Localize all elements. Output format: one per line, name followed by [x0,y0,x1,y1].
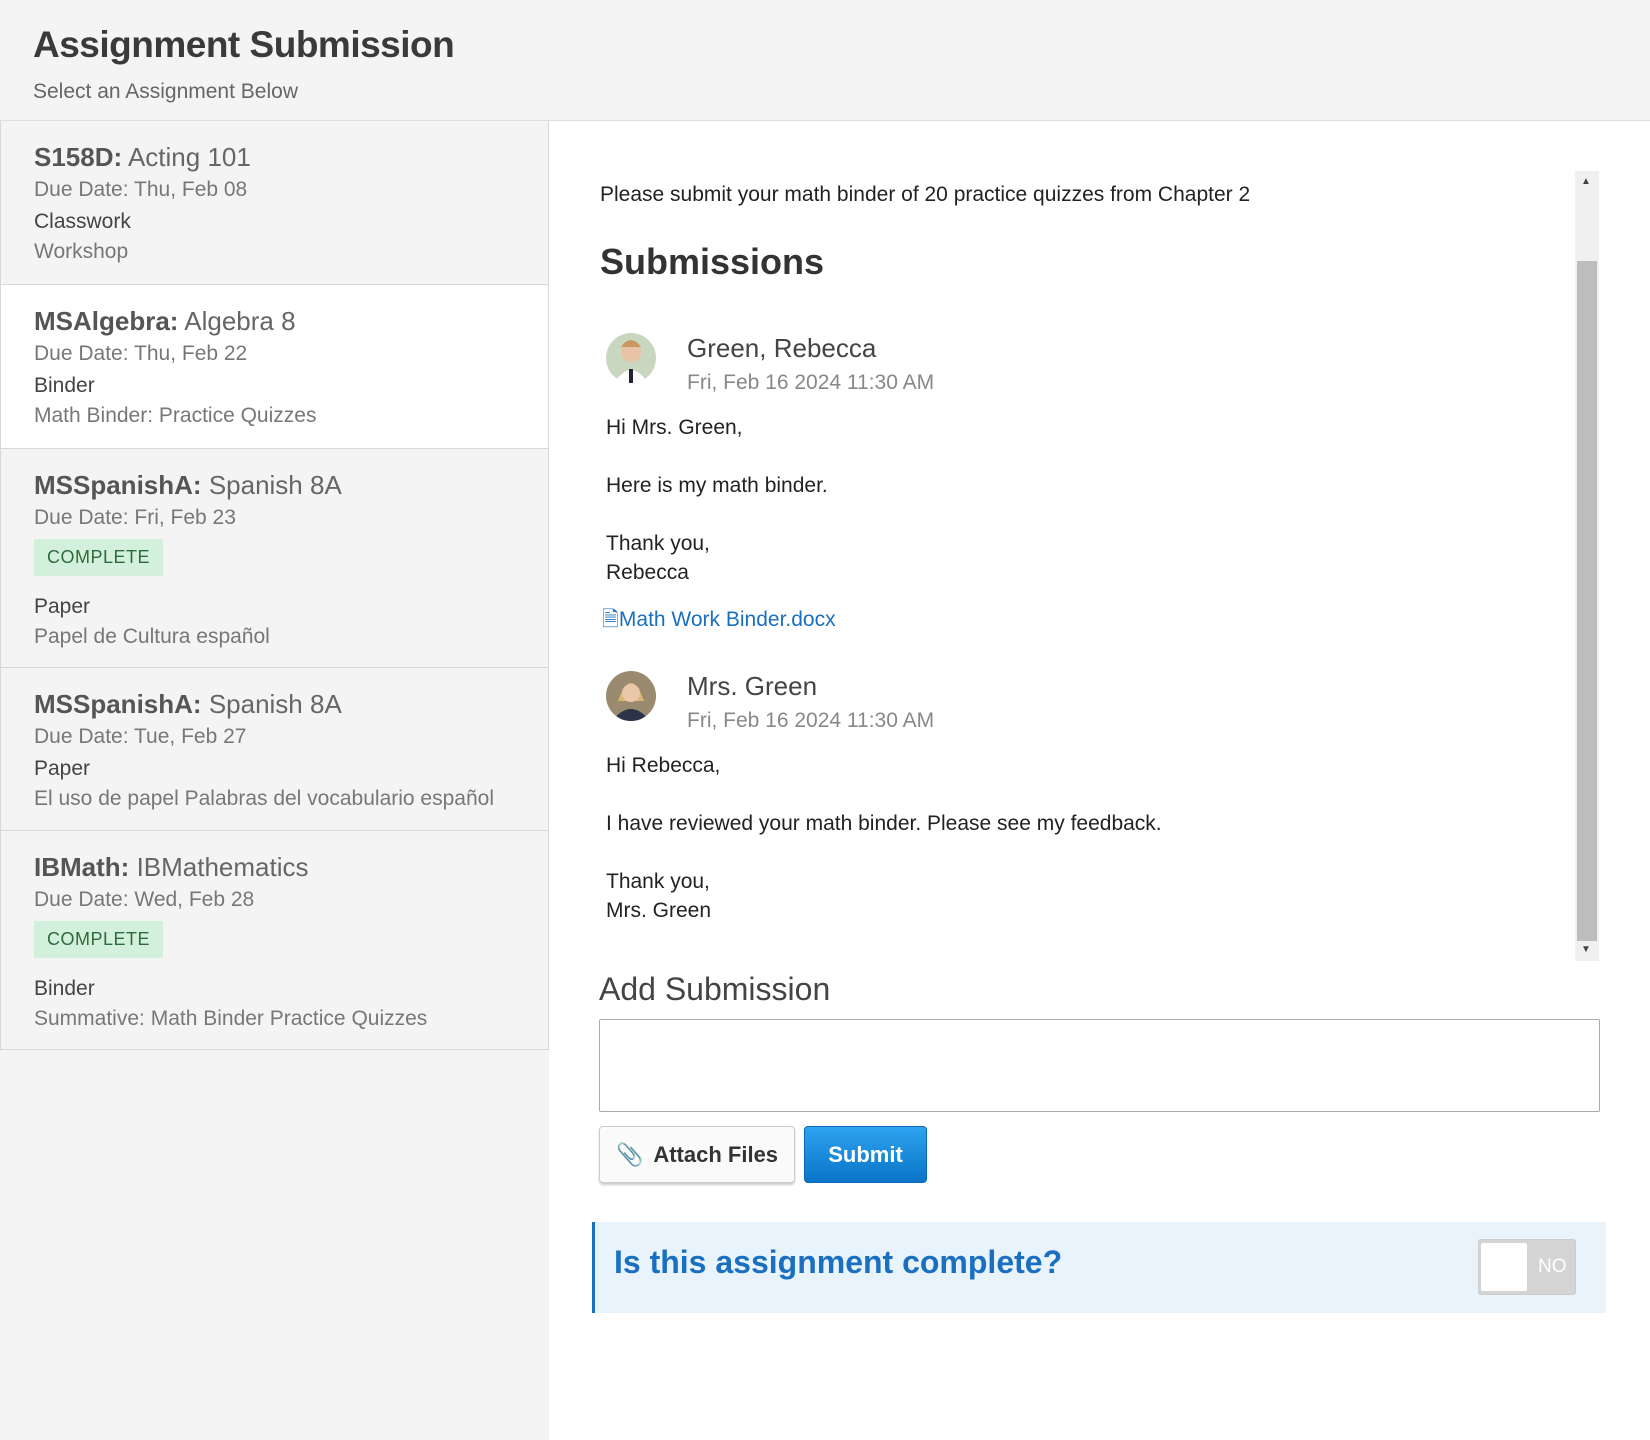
assignment-desc: Summative: Math Binder Practice Quizzes [34,1007,428,1030]
message-line: Rebecca [606,561,689,584]
course-name: Spanish 8A [208,470,342,500]
due-date: Due Date: Thu, Feb 22 [34,342,248,365]
avatar [606,333,656,383]
page-subtitle: Select an Assignment Below [33,80,298,103]
course-name: Algebra 8 [184,306,296,336]
scrollbar-thumb[interactable] [1577,261,1597,941]
toggle-label: NO [1538,1256,1567,1277]
message-body: Hi Mrs. Green, Here is my math binder. T… [606,413,828,587]
assignment-detail: Please submit your math binder of 20 pra… [549,121,1650,1440]
course-code: IBMath: [34,852,130,882]
due-date: Due Date: Tue, Feb 27 [34,725,247,748]
message-line: Hi Rebecca, [606,754,721,777]
attachment-name: Math Work Binder.docx [618,608,836,631]
due-date: Due Date: Fri, Feb 23 [34,506,236,529]
submit-button[interactable]: Submit [804,1126,927,1183]
submissions-scroll-area[interactable]: Please submit your math binder of 20 pra… [600,171,1575,961]
complete-toggle[interactable]: NO [1478,1239,1576,1295]
toggle-knob [1481,1243,1527,1291]
message-line: I have reviewed your math binder. Please… [606,812,1162,835]
completion-question: Is this assignment complete? [614,1244,1063,1280]
message-line: Mrs. Green [606,899,712,922]
assignment-list: S158D: Acting 101 Due Date: Thu, Feb 08 … [0,121,549,1440]
scrollbar[interactable]: ▲ ▼ [1575,171,1599,961]
attach-files-label: Attach Files [653,1141,779,1167]
author-name: Mrs. Green [687,671,818,701]
assignment-desc: El uso de papel Palabras del vocabulario… [34,787,494,810]
assignment-item[interactable]: MSSpanishA: Spanish 8A Due Date: Tue, Fe… [0,668,549,831]
course-name: IBMathematics [136,852,309,882]
assignment-item[interactable]: S158D: Acting 101 Due Date: Thu, Feb 08 … [0,121,549,285]
course-code: S158D: [34,142,123,172]
paperclip-icon: 📎 [615,1141,644,1167]
course-code: MSSpanishA: [34,470,202,500]
assignment-item-selected[interactable]: MSAlgebra: Algebra 8 Due Date: Thu, Feb … [0,285,549,449]
assignment-type: Binder [34,374,95,397]
attachment-link[interactable]: 🗎Math Work Binder.docx [602,605,836,640]
assignment-type: Binder [34,977,95,1000]
completion-panel: Is this assignment complete? NO [592,1222,1606,1313]
assignment-item[interactable]: MSSpanishA: Spanish 8A Due Date: Fri, Fe… [0,449,549,668]
page-title: Assignment Submission [33,24,455,65]
assignment-desc: Workshop [34,240,129,263]
message-body: Hi Rebecca, I have reviewed your math bi… [606,751,1162,925]
due-date: Due Date: Thu, Feb 08 [34,178,248,201]
assignment-type: Paper [34,757,91,780]
message-line: Thank you, [606,532,710,555]
due-date: Due Date: Wed, Feb 28 [34,888,255,911]
course-code: MSAlgebra: [34,306,179,336]
assignment-desc: Papel de Cultura español [34,625,270,648]
avatar [606,671,656,721]
submissions-heading: Submissions [600,241,825,282]
course-name: Acting 101 [127,142,251,172]
author-name: Green, Rebecca [687,333,877,363]
message-line: Thank you, [606,870,710,893]
assignment-item[interactable]: IBMath: IBMathematics Due Date: Wed, Feb… [0,831,549,1050]
timestamp: Fri, Feb 16 2024 11:30 AM [687,371,935,394]
course-code: MSSpanishA: [34,689,202,719]
scroll-up-arrow-icon[interactable]: ▲ [1581,176,1591,187]
document-icon: 🗎 [602,608,619,631]
assignment-type: Classwork [34,210,131,233]
complete-badge: COMPLETE [34,921,164,958]
assignment-instructions: Please submit your math binder of 20 pra… [600,183,1251,206]
attach-files-button[interactable]: 📎 Attach Files [599,1126,795,1183]
message-line: Hi Mrs. Green, [606,416,743,439]
message-line: Here is my math binder. [606,474,828,497]
course-name: Spanish 8A [208,689,342,719]
assignment-type: Paper [34,595,91,618]
complete-badge: COMPLETE [34,539,164,576]
assignment-desc: Math Binder: Practice Quizzes [34,404,317,427]
timestamp: Fri, Feb 16 2024 11:30 AM [687,709,935,732]
page-header: Assignment Submission Select an Assignme… [0,0,1650,121]
add-submission-heading: Add Submission [599,971,831,1007]
submission-textarea[interactable] [599,1019,1600,1112]
scroll-down-arrow-icon[interactable]: ▼ [1581,944,1591,955]
